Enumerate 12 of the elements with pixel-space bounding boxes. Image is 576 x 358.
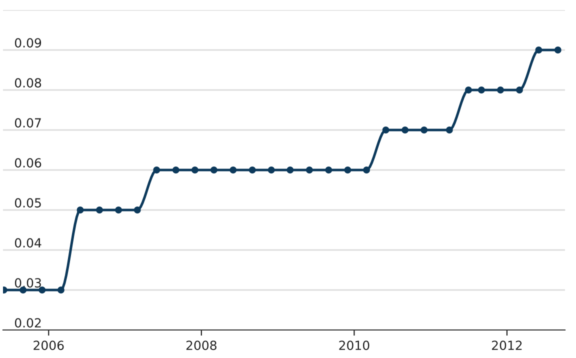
x-tick-label: 2010 (339, 340, 370, 350)
y-tick-label: 0.03 (14, 278, 41, 288)
y-tick-label: 0.08 (14, 78, 42, 88)
y-tick-label: 0.07 (14, 118, 41, 128)
y-tick-label: 0.02 (14, 318, 41, 328)
y-tick-label: 0.05 (14, 198, 41, 208)
x-tick-label: 2008 (186, 340, 216, 350)
y-tick-label: 0.06 (14, 158, 42, 168)
x-tick-label: 2012 (492, 340, 522, 350)
y-tick-label: 0.04 (14, 238, 42, 248)
y-tick-label: 0.09 (14, 38, 42, 48)
x-tick-label: 2006 (34, 340, 64, 350)
